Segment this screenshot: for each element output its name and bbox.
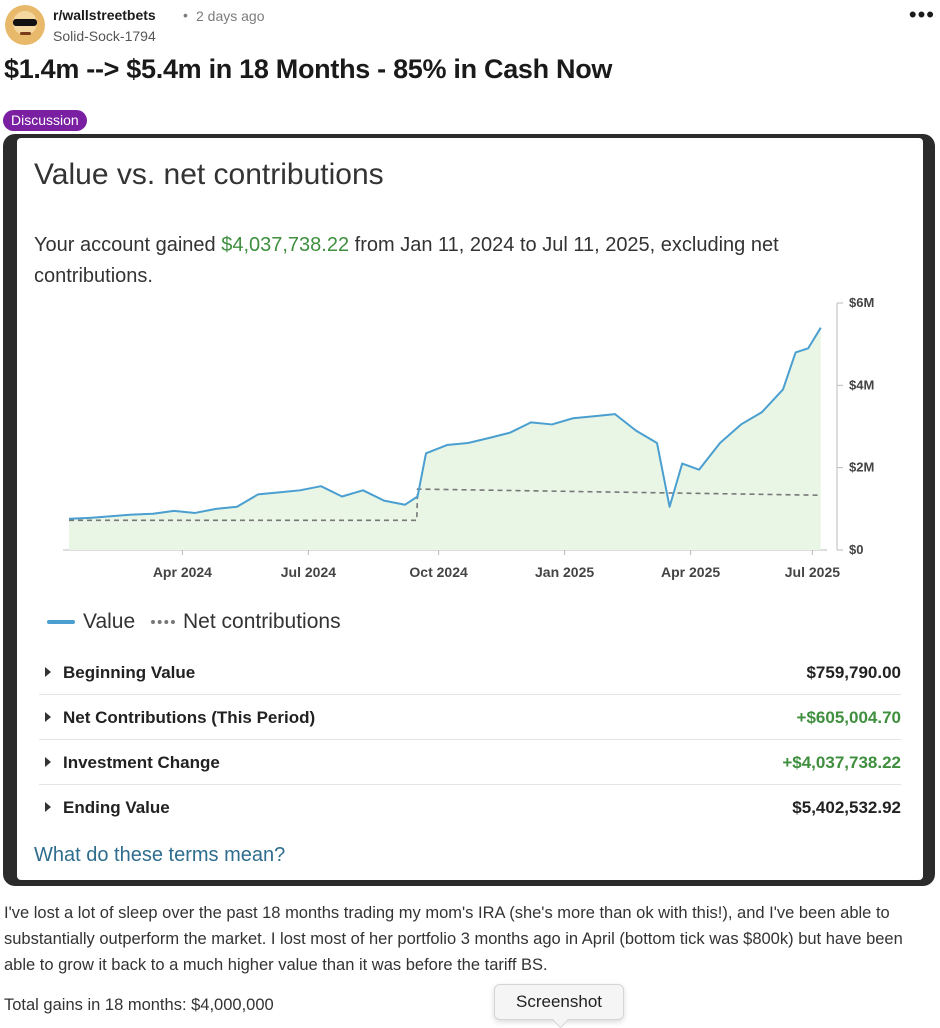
post-time: 2 days ago <box>196 8 265 24</box>
row-value: +$4,037,738.22 <box>782 753 901 772</box>
subreddit-avatar[interactable] <box>5 5 45 45</box>
x-tick-label: Oct 2024 <box>409 564 468 580</box>
y-tick-label: $2M <box>849 460 874 475</box>
subreddit-name[interactable]: r/wallstreetbets <box>53 7 156 23</box>
expand-triangle-icon <box>45 667 51 677</box>
row-value: $759,790.00 <box>806 663 901 682</box>
y-tick-label: $4M <box>849 377 874 392</box>
screenshot-title: Value vs. net contributions <box>34 158 384 191</box>
table-row: Net Contributions (This Period) +$605,00… <box>39 695 901 740</box>
x-tick-label: Jan 2025 <box>535 564 594 580</box>
gain-summary: Your account gained $4,037,738.22 from J… <box>34 230 874 292</box>
table-row: Investment Change +$4,037,738.22 <box>39 740 901 785</box>
legend-net-contributions: Net contributions <box>151 610 341 634</box>
gain-prefix: Your account gained <box>34 234 216 256</box>
table-row: Beginning Value $759,790.00 <box>39 650 901 695</box>
summary-table: Beginning Value $759,790.00 Net Contribu… <box>39 650 901 829</box>
row-label: Net Contributions (This Period) <box>63 708 316 727</box>
y-tick-label: $0 <box>849 542 863 557</box>
legend-value: Value <box>47 610 135 634</box>
expand-triangle-icon <box>45 802 51 812</box>
post-gains: Total gains in 18 months: $4,000,000 <box>4 996 274 1014</box>
row-value: $5,402,532.92 <box>792 798 901 817</box>
ellipsis-icon[interactable]: ••• <box>908 2 935 27</box>
post-body: I've lost a lot of sleep over the past 1… <box>4 904 903 974</box>
x-tick-label: Apr 2025 <box>661 564 720 580</box>
avatar-sunglasses <box>13 19 37 26</box>
x-tick-label: Jul 2024 <box>281 564 336 580</box>
x-tick-label: Jul 2025 <box>785 564 840 580</box>
screenshot-tooltip: Screenshot <box>494 984 624 1020</box>
post-flair[interactable]: Discussion <box>3 110 87 131</box>
gain-suffix: from Jan 11, 2024 to Jul 11, 2025, exclu… <box>34 234 779 287</box>
row-label: Ending Value <box>63 798 170 817</box>
row-label: Investment Change <box>63 753 220 772</box>
post-title[interactable]: $1.4m --> $5.4m in 18 Months - 85% in Ca… <box>4 54 613 84</box>
net-contributions-line <box>69 488 821 522</box>
screenshot-image: Value vs. net contributions Your account… <box>17 138 923 880</box>
value-chart: $0 $2M $4M $6M Apr 2024 Jul 2024 Oct 2024 Jan 2… <box>63 295 874 580</box>
expand-triangle-icon <box>45 757 51 767</box>
separator-dot: • <box>183 7 188 23</box>
post-header: r/wallstreetbets • 2 days ago Solid-Sock… <box>5 4 935 48</box>
gain-amount: $4,037,738.22 <box>221 234 350 256</box>
legend-net-label: Net contributions <box>183 610 341 633</box>
value-line <box>68 327 822 520</box>
table-row: Ending Value $5,402,532.92 <box>39 785 901 829</box>
row-label: Beginning Value <box>63 663 196 682</box>
image-card[interactable]: Value vs. net contributions Your account… <box>3 134 935 886</box>
x-tick-label: Apr 2024 <box>153 564 212 580</box>
legend-value-label: Value <box>83 610 136 633</box>
value-line-swatch <box>47 620 75 624</box>
y-tick-label: $6M <box>849 295 874 310</box>
expand-triangle-icon <box>45 712 51 722</box>
row-value: +$605,004.70 <box>796 708 901 727</box>
post-author[interactable]: Solid-Sock-1794 <box>53 28 156 44</box>
avatar-mouth <box>20 32 31 35</box>
net-dash-swatch <box>151 620 175 624</box>
value-area-fill <box>69 327 821 550</box>
terms-link: What do these terms mean? <box>34 844 286 866</box>
